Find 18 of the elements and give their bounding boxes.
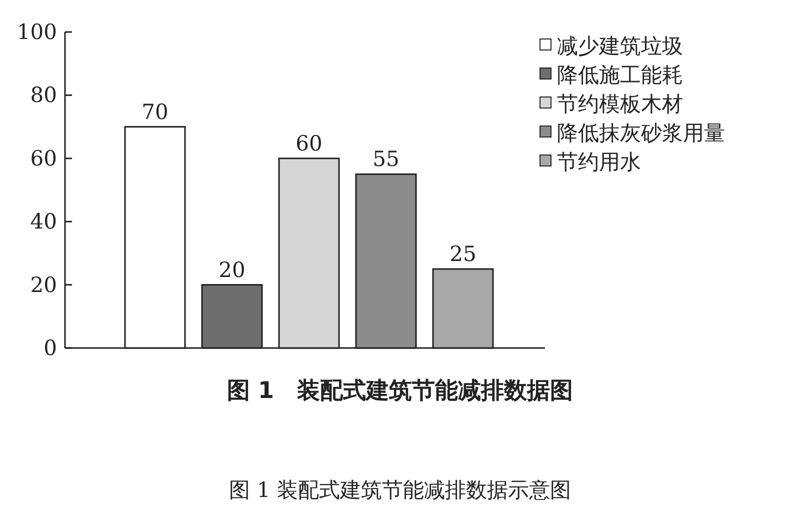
data-label: 60 [296, 131, 322, 156]
y-tick-label: 100 [16, 20, 57, 44]
data-label: 70 [142, 100, 168, 124]
data-label: 55 [372, 147, 400, 172]
text: 图 1 装配式建筑节能减排数据图 [226, 378, 574, 404]
y-tick-label: 40 [30, 210, 57, 234]
legend-label: 节约用水 [557, 150, 641, 174]
data-label: 20 [218, 258, 246, 282]
data-label: 25 [450, 242, 476, 266]
y-tick-label: 60 [30, 146, 57, 170]
caption: 图 1 装配式建筑节能减排数据示意图 [229, 478, 571, 502]
y-tick-label: 80 [30, 83, 57, 108]
y-tick-label: 0 [44, 336, 57, 360]
legend-label: 降低抹灰砂浆用量 [557, 121, 725, 145]
legend-label: 降低施工能耗 [557, 63, 683, 87]
legend-label: 减少建筑垃圾 [557, 34, 683, 58]
legend-label: 节约模板木材 [557, 92, 683, 116]
y-tick-label: 20 [30, 272, 57, 297]
